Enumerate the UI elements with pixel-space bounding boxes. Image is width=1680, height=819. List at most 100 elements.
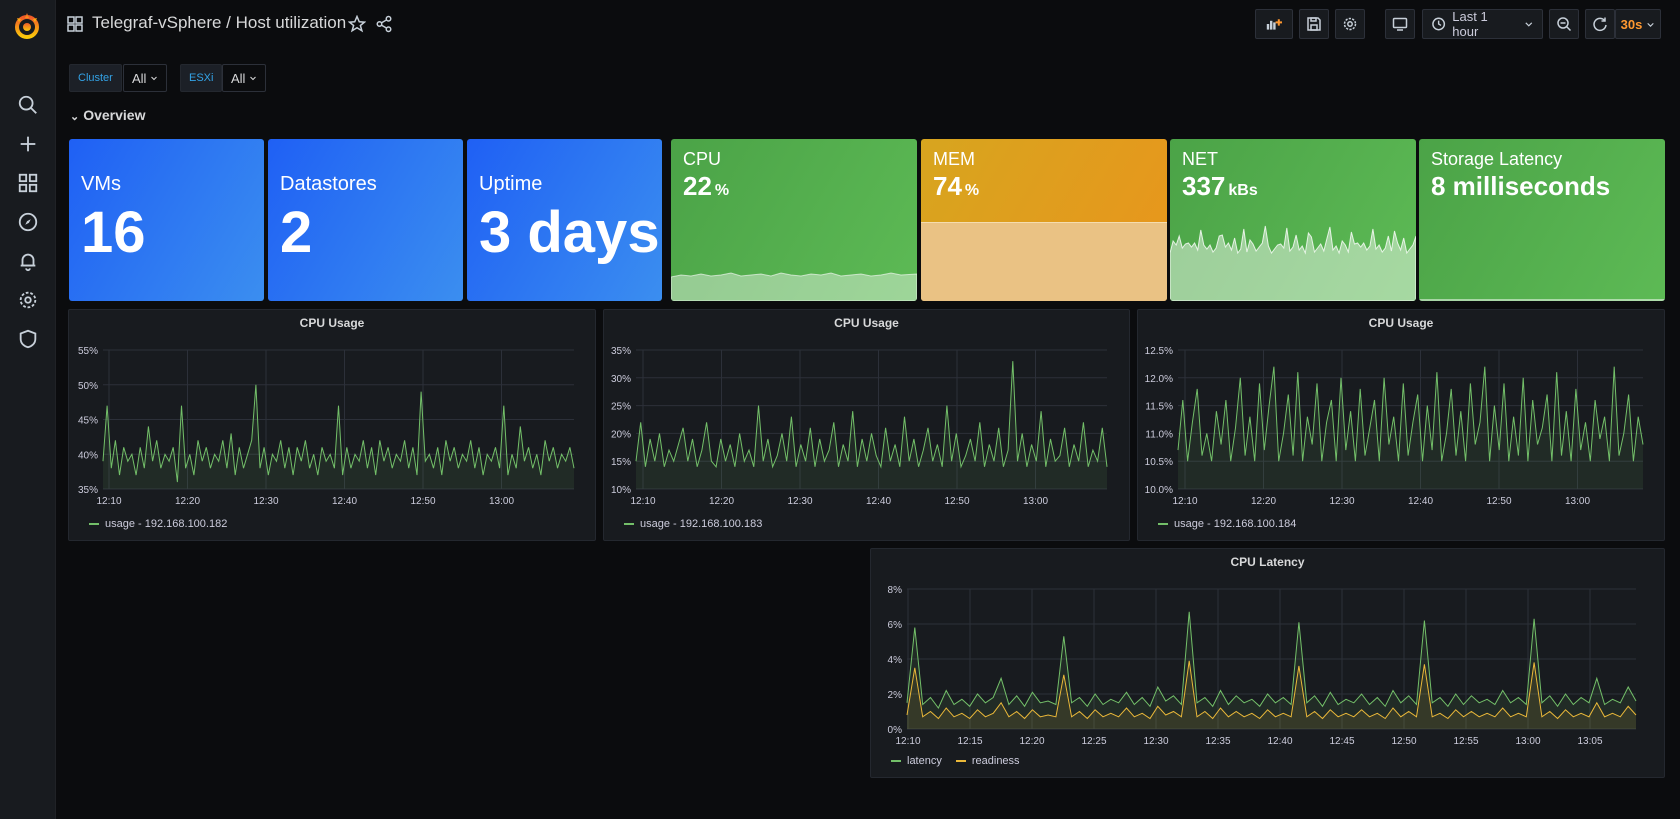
- series-area: [907, 611, 1636, 729]
- graph-panel-cpu-latency[interactable]: CPU Latency 0% 2% 4% 6% 8% 12:10 12:15 12:20 12:…: [870, 548, 1665, 778]
- stat-number: 74: [933, 171, 962, 201]
- y-tick-label: 4%: [888, 655, 903, 666]
- plus-icon[interactable]: [17, 133, 39, 155]
- legend-label: usage - 192.168.100.183: [640, 518, 763, 530]
- stat-value: 22%: [683, 171, 729, 202]
- legend-item[interactable]: usage - 192.168.100.184: [1158, 518, 1296, 530]
- refresh-interval-picker[interactable]: 30s: [1615, 9, 1661, 39]
- time-range-picker[interactable]: Last 1 hour: [1422, 9, 1543, 39]
- stat-panel-datastores[interactable]: Datastores 2: [268, 139, 463, 301]
- stat-panel-net[interactable]: NET 337 kBs: [1170, 139, 1416, 301]
- x-tick-label: 12:10: [1172, 496, 1197, 507]
- graph-panel-cpu-usage-182[interactable]: CPU Usage 35% 40% 45% 50% 55% 12:10 12:20 12:30…: [68, 309, 596, 541]
- net-sparkline: [1170, 225, 1416, 301]
- legend-item[interactable]: latency: [891, 755, 942, 767]
- variable-value: All: [132, 70, 147, 86]
- y-tick-label: 10.0%: [1145, 485, 1173, 496]
- variable-label-cluster: Cluster: [69, 64, 122, 92]
- stat-number: 337: [1182, 171, 1226, 201]
- graph-panel-cpu-usage-183[interactable]: CPU Usage 10% 15% 20% 25% 30% 35% 12:10 12:20 12…: [603, 309, 1130, 541]
- y-tick-label: 35%: [611, 346, 631, 357]
- series-line: [1177, 366, 1644, 462]
- x-tick-label: 12:50: [1486, 496, 1511, 507]
- y-tick-label: 15%: [611, 457, 631, 468]
- legend: usage - 192.168.100.184: [1158, 518, 1296, 530]
- chevron-down-icon: [250, 76, 257, 81]
- y-tick-label: 12.5%: [1145, 346, 1173, 357]
- x-tick-label: 12:40: [866, 496, 891, 507]
- chart-svg: 10.0% 10.5% 11.0% 11.5% 12.0% 12.5% 12:10 12:20…: [1145, 346, 1644, 507]
- y-tick-label: 12.0%: [1145, 374, 1173, 385]
- stat-panel-mem[interactable]: MEM 74%: [921, 139, 1167, 301]
- series-line: [906, 660, 1637, 720]
- x-tick-label: 12:10: [96, 496, 121, 507]
- refresh-button[interactable]: [1585, 9, 1615, 39]
- x-tick-label: 12:50: [1391, 736, 1416, 747]
- top-navbar: Telegraf-vSphere / Host utilization Last…: [55, 0, 1680, 50]
- series-line: [102, 384, 575, 483]
- stat-unit: %: [714, 182, 730, 199]
- cycle-view-mode-button[interactable]: [1385, 9, 1415, 39]
- refresh-icon: [1593, 17, 1607, 32]
- y-tick-label: 11.5%: [1145, 402, 1173, 413]
- stat-panel-uptime[interactable]: Uptime 3 days: [467, 139, 662, 301]
- legend-item[interactable]: usage - 192.168.100.182: [89, 518, 227, 530]
- explore-icon[interactable]: [17, 211, 39, 233]
- dashboard-settings-button[interactable]: [1335, 9, 1365, 39]
- y-tick-label: 30%: [611, 374, 631, 385]
- stat-unit: kBs: [1228, 182, 1258, 199]
- gear-icon[interactable]: [17, 289, 39, 311]
- save-button[interactable]: [1299, 9, 1329, 39]
- legend-item[interactable]: usage - 192.168.100.183: [624, 518, 762, 530]
- dashboard-grid-icon: [67, 16, 83, 32]
- x-tick-label: 12:20: [1251, 496, 1276, 507]
- grafana-logo-icon[interactable]: [11, 10, 43, 42]
- search-icon[interactable]: [17, 94, 39, 116]
- y-tick-label: 55%: [78, 346, 98, 357]
- legend-item[interactable]: readiness: [955, 755, 1020, 767]
- dashboards-icon[interactable]: [17, 172, 39, 194]
- legend-swatch: [624, 523, 634, 525]
- stat-label: VMs: [81, 173, 121, 195]
- x-tick-label: 13:05: [1577, 736, 1602, 747]
- graph-panel-cpu-usage-184[interactable]: CPU Usage 10.0% 10.5% 11.0% 11.5% 12.0% 12.5%…: [1137, 309, 1665, 541]
- shield-icon[interactable]: [17, 328, 39, 350]
- series-area: [1178, 366, 1643, 489]
- stat-panel-cpu[interactable]: CPU 22%: [671, 139, 917, 301]
- variable-select-cluster[interactable]: All: [123, 64, 168, 92]
- y-tick-label: 10%: [611, 485, 631, 496]
- x-tick-label: 12:50: [410, 496, 435, 507]
- x-tick-label: 12:40: [332, 496, 357, 507]
- stat-panel-storage-latency[interactable]: Storage Latency 8 milliseconds: [1419, 139, 1665, 301]
- x-tick-label: 12:15: [957, 736, 982, 747]
- add-panel-button[interactable]: [1255, 9, 1293, 39]
- series-line: [635, 361, 1108, 469]
- stat-label: CPU: [683, 149, 722, 169]
- y-tick-label: 25%: [611, 402, 631, 413]
- zoom-out-button[interactable]: [1549, 9, 1579, 39]
- variable-select-esxi[interactable]: All: [222, 64, 267, 92]
- y-tick-label: 35%: [78, 485, 98, 496]
- x-tick-label: 12:10: [630, 496, 655, 507]
- x-tick-label: 12:40: [1267, 736, 1292, 747]
- stat-panel-vms[interactable]: VMs 16: [69, 139, 264, 301]
- legend: usage - 192.168.100.182: [89, 518, 227, 530]
- panel-title: CPU Usage: [299, 316, 365, 330]
- series-area: [636, 361, 1107, 489]
- save-icon: [1307, 17, 1321, 31]
- bell-icon[interactable]: [17, 250, 39, 272]
- dashboard-title[interactable]: Telegraf-vSphere / Host utilization: [92, 13, 347, 32]
- y-tick-label: 10.5%: [1145, 457, 1173, 468]
- x-tick-label: 13:00: [1565, 496, 1590, 507]
- star-icon[interactable]: [347, 14, 367, 33]
- settings-icon: [1343, 17, 1357, 31]
- stat-value: 8 milliseconds: [1431, 171, 1611, 201]
- legend-swatch: [891, 760, 901, 762]
- row-title[interactable]: ⌄ Overview: [70, 107, 145, 123]
- chevron-down-icon: ⌄: [70, 111, 80, 123]
- clock-icon: [1432, 17, 1446, 31]
- x-tick-label: 12:30: [253, 496, 278, 507]
- stat-value: 2: [280, 200, 313, 265]
- share-icon[interactable]: [375, 15, 393, 33]
- legend-label: usage - 192.168.100.182: [105, 518, 228, 530]
